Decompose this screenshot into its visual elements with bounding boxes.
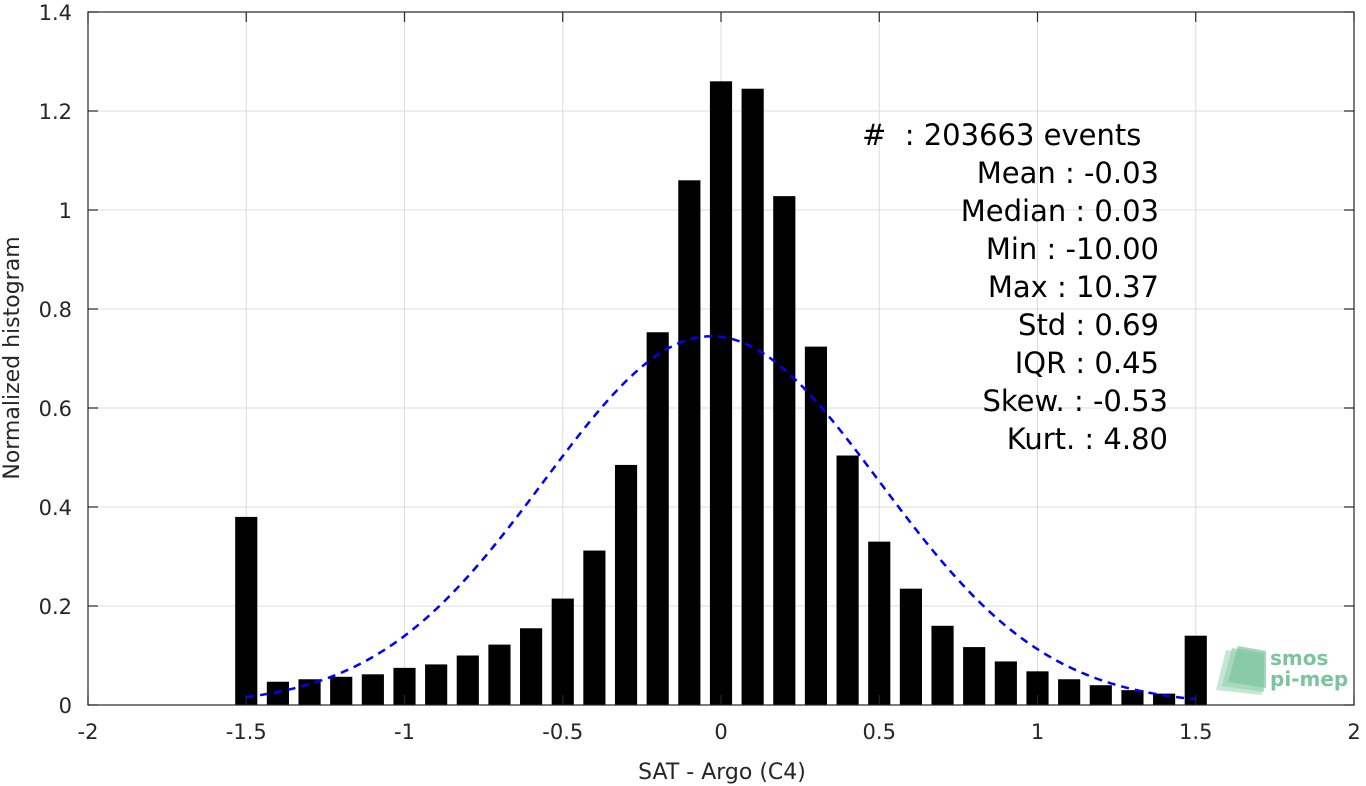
histogram-bar-11 bbox=[583, 550, 606, 705]
histogram-bar-3 bbox=[330, 676, 353, 705]
histogram-bar-22 bbox=[931, 625, 954, 705]
gaussian-fit-curve bbox=[246, 334, 1196, 701]
histogram-bar-26 bbox=[1058, 679, 1081, 705]
y-tick-label-0: 0 bbox=[59, 694, 72, 718]
logo-text-line1: smos bbox=[1270, 646, 1328, 670]
histogram-bar-17 bbox=[773, 196, 796, 705]
histogram-bar-23 bbox=[963, 647, 986, 705]
y-tick-label-2: 0.4 bbox=[39, 496, 72, 520]
y-tick-label-5: 1 bbox=[59, 199, 72, 223]
x-tick-label-1: -1.5 bbox=[226, 720, 267, 744]
x-tick-label-2: -1 bbox=[394, 720, 415, 744]
stat-line-2: Median : 0.03 bbox=[961, 194, 1159, 228]
x-tick-label-0: -2 bbox=[78, 720, 99, 744]
x-tick-label-4: 0 bbox=[714, 720, 727, 744]
histogram-bar-2 bbox=[298, 679, 321, 705]
stat-line-6: IQR : 0.45 bbox=[1015, 346, 1159, 380]
histogram-bar-24 bbox=[994, 661, 1017, 705]
histogram-bar-1 bbox=[266, 681, 289, 705]
histogram-bar-10 bbox=[551, 598, 574, 705]
histogram-bar-20 bbox=[868, 541, 891, 705]
histogram-bar-29 bbox=[1153, 693, 1176, 705]
stat-line-8: Kurt. : 4.80 bbox=[1007, 422, 1168, 456]
histogram-bar-21 bbox=[899, 588, 922, 705]
y-tick-label-4: 0.8 bbox=[39, 298, 72, 322]
histogram-bar-0 bbox=[235, 516, 258, 705]
histogram-bar-9 bbox=[520, 628, 543, 705]
histogram-bar-25 bbox=[1026, 671, 1049, 705]
logo-waves-icon bbox=[1216, 646, 1266, 695]
stat-line-3: Min : -10.00 bbox=[986, 232, 1159, 266]
histogram-bar-13 bbox=[646, 332, 669, 705]
histogram-bar-28 bbox=[1121, 690, 1144, 705]
histogram-bar-19 bbox=[836, 455, 859, 705]
x-tick-label-6: 1 bbox=[1031, 720, 1044, 744]
x-tick-label-8: 2 bbox=[1347, 720, 1360, 744]
stat-line-1: Mean : -0.03 bbox=[977, 156, 1159, 190]
y-tick-label-1: 0.2 bbox=[39, 595, 72, 619]
histogram-bar-6 bbox=[425, 664, 448, 705]
histogram-bar-7 bbox=[456, 655, 479, 705]
stat-line-5: Std : 0.69 bbox=[1018, 308, 1159, 342]
histogram-bar-4 bbox=[361, 674, 384, 705]
histogram-bars bbox=[235, 81, 1207, 706]
logo-text-line2: pi-mep bbox=[1270, 667, 1348, 691]
y-tick-label-6: 1.2 bbox=[39, 100, 72, 124]
histogram-bar-16 bbox=[741, 88, 764, 706]
histogram-bar-30 bbox=[1184, 635, 1207, 705]
y-axis-label: Normalized histogram bbox=[0, 236, 25, 479]
histogram-bar-15 bbox=[709, 81, 733, 706]
stat-line-4: Max : 10.37 bbox=[988, 270, 1159, 304]
y-tick-label-3: 0.6 bbox=[39, 397, 72, 421]
y-tick-labels: 0 0.2 0.4 0.6 0.8 1 1.2 1.4 bbox=[39, 1, 72, 718]
statistics-annotation: # : 203663 events Mean : -0.03 Median : 0.… bbox=[862, 118, 1168, 456]
histogram-bar-12 bbox=[614, 464, 638, 705]
x-tick-label-5: 0.5 bbox=[863, 720, 896, 744]
x-axis-label: SAT - Argo (C4) bbox=[638, 760, 806, 785]
axes-frame bbox=[87, 11, 1355, 706]
histogram-bar-5 bbox=[393, 667, 416, 705]
x-tick-label-7: 1.5 bbox=[1179, 720, 1212, 744]
x-tick-label-3: -0.5 bbox=[542, 720, 583, 744]
histogram-bar-14 bbox=[678, 180, 701, 706]
x-tick-labels: -2 -1.5 -1 -0.5 0 0.5 1 1.5 2 bbox=[78, 720, 1361, 744]
smos-pi-mep-logo: smos pi-mep bbox=[1216, 646, 1348, 695]
histogram-bar-27 bbox=[1089, 685, 1112, 705]
histogram-bar-8 bbox=[488, 644, 511, 705]
y-tick-label-7: 1.4 bbox=[39, 1, 72, 25]
stat-line-7: Skew. : -0.53 bbox=[982, 384, 1168, 418]
histogram-bar-18 bbox=[804, 346, 828, 705]
stat-line-0: # : 203663 events bbox=[862, 118, 1141, 152]
